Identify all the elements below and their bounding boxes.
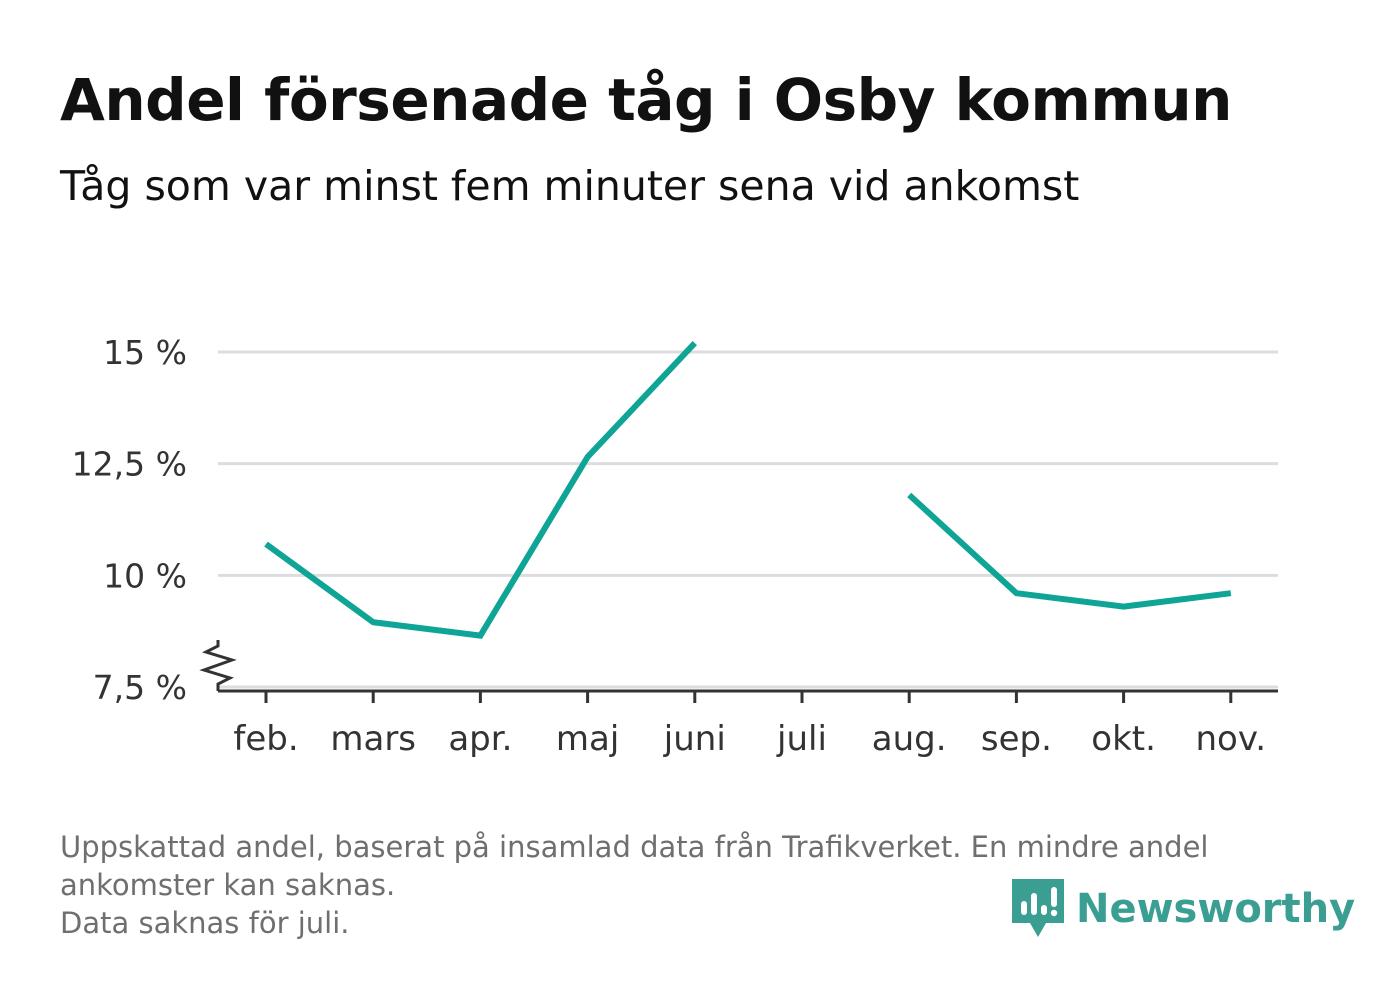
chart-subtitle: Tåg som var minst fem minuter sena vid a… bbox=[60, 162, 1080, 210]
tick-labels: 7,5 % 10 % 12,5 % 15 % feb. mars apr. maj juni ju… bbox=[72, 333, 1266, 759]
y-tick-label: 12,5 % bbox=[72, 445, 187, 484]
newsworthy-logo-icon bbox=[1012, 879, 1064, 937]
axes bbox=[199, 640, 1278, 703]
series-lines bbox=[264, 341, 1232, 639]
x-tick-label: okt. bbox=[1091, 719, 1156, 759]
x-tick-label: maj bbox=[556, 719, 619, 759]
footnote: Uppskattad andel, baserat på insamlad da… bbox=[60, 828, 1320, 942]
series-line-segment bbox=[907, 492, 1232, 610]
grid-lines bbox=[218, 350, 1278, 689]
series-line-segment bbox=[264, 341, 697, 639]
y-tick-label: 7,5 % bbox=[93, 668, 187, 707]
x-tick-label: nov. bbox=[1195, 719, 1266, 759]
y-tick-label: 15 % bbox=[103, 333, 187, 372]
chart-title: Andel försenade tåg i Osby kommun bbox=[60, 66, 1232, 134]
axis-break-icon bbox=[199, 640, 237, 691]
x-tick-label: feb. bbox=[233, 719, 298, 759]
x-tick-label: juni bbox=[663, 719, 726, 759]
y-tick-label: 10 % bbox=[103, 556, 187, 595]
x-tick-label: apr. bbox=[448, 719, 512, 759]
footnote-line: Uppskattad andel, baserat på insamlad da… bbox=[60, 830, 1209, 864]
footnote-line: ankomster kan saknas. bbox=[60, 868, 396, 902]
brand-name: Newsworthy bbox=[1076, 886, 1356, 932]
footnote-line: Data saknas för juli. bbox=[60, 906, 350, 940]
x-tick-label: mars bbox=[330, 719, 416, 759]
brand-logo: Newsworthy bbox=[1012, 878, 1355, 940]
x-tick-label: sep. bbox=[981, 719, 1052, 759]
x-tick-label: aug. bbox=[872, 719, 947, 759]
x-tick-label: juli bbox=[776, 719, 827, 759]
